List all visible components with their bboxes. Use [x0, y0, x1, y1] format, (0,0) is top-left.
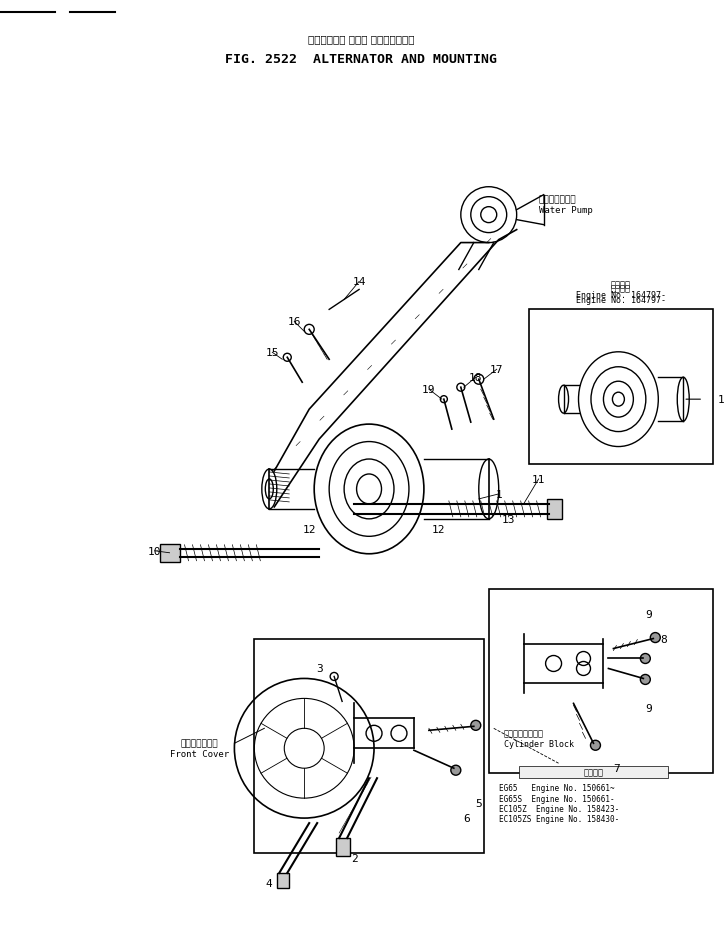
Bar	[277, 873, 290, 888]
Text: 9: 9	[645, 704, 652, 714]
Text: オルタネータ および マウンティング: オルタネータ および マウンティング	[308, 34, 414, 44]
Text: 6: 6	[463, 813, 470, 823]
Text: 19: 19	[422, 385, 436, 395]
Text: ウォータポンプ
Water Pump: ウォータポンプ Water Pump	[539, 196, 592, 215]
Text: 12: 12	[303, 525, 316, 534]
Ellipse shape	[650, 633, 660, 642]
Text: 11: 11	[532, 475, 545, 485]
Bar	[529, 310, 713, 464]
Text: 9: 9	[645, 609, 652, 619]
Text: 5: 5	[476, 798, 482, 808]
Text: 適用番号: 適用番号	[584, 768, 604, 777]
Text: 適用番号: 適用番号	[611, 284, 631, 293]
Text: 12: 12	[432, 525, 445, 534]
Text: 14: 14	[353, 277, 366, 287]
Bar	[547, 500, 562, 519]
Ellipse shape	[591, 741, 600, 751]
Text: フロントカバー
Front Cover: フロントカバー Front Cover	[170, 739, 229, 758]
Text: 13: 13	[502, 514, 515, 525]
Text: 4: 4	[266, 878, 273, 888]
Text: 適用番号
Engine No. 164797-: 適用番号 Engine No. 164797-	[576, 281, 666, 299]
Text: 1: 1	[718, 395, 724, 405]
Text: Engine No. 164797-: Engine No. 164797-	[576, 296, 666, 305]
Text: EG65   Engine No. 150661~
EG65S  Engine No. 150661-
EC105Z  Engine No. 158423-
E: EG65 Engine No. 150661~ EG65S Engine No.…	[499, 783, 619, 823]
Text: 18: 18	[469, 373, 482, 383]
Bar	[336, 838, 350, 856]
Text: 2: 2	[350, 853, 358, 863]
Text: 3: 3	[316, 664, 323, 674]
Bar	[518, 767, 668, 779]
Text: 7: 7	[613, 764, 620, 773]
Text: 17: 17	[490, 365, 503, 375]
Ellipse shape	[451, 766, 460, 775]
Bar	[254, 639, 484, 853]
Text: FIG. 2522  ALTERNATOR AND MOUNTING: FIG. 2522 ALTERNATOR AND MOUNTING	[225, 53, 497, 66]
Ellipse shape	[640, 675, 650, 685]
Bar	[159, 544, 180, 562]
Text: 15: 15	[266, 348, 279, 358]
Bar	[489, 589, 713, 773]
Ellipse shape	[471, 720, 481, 730]
Ellipse shape	[640, 654, 650, 664]
Text: 10: 10	[148, 546, 161, 556]
Text: 1: 1	[495, 489, 502, 500]
Text: 8: 8	[660, 634, 667, 644]
Text: シリンダブロック
Cylinder Block: シリンダブロック Cylinder Block	[504, 729, 573, 748]
Text: 16: 16	[287, 317, 301, 327]
